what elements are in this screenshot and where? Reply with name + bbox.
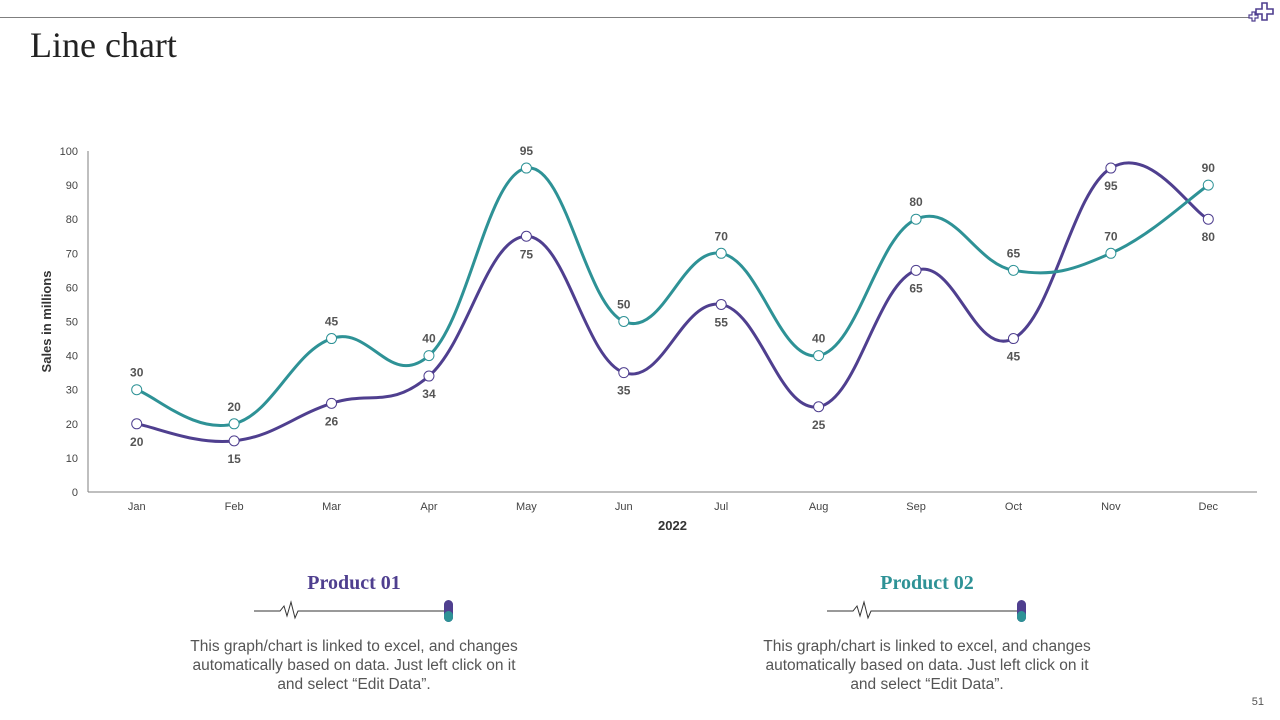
series-2-point: [1202, 179, 1214, 191]
series-1-data-label: 45: [1007, 350, 1021, 364]
y-tick-label: 40: [66, 351, 78, 363]
x-tick-label: Mar: [322, 501, 341, 513]
y-tick-label: 10: [66, 453, 78, 465]
x-tick-label: Jul: [714, 501, 728, 513]
series-2-data-label: 30: [130, 366, 144, 380]
series-2-data-label: 45: [325, 315, 339, 329]
series-2-point: [813, 350, 825, 362]
series-2-point: [1105, 247, 1117, 259]
series-1-data-label: 26: [325, 414, 339, 428]
product-01-description: This graph/chart is linked to excel, and…: [190, 638, 518, 693]
series-1-data-label: 20: [130, 435, 144, 449]
series-line-2: [136, 166, 1210, 427]
series-2-point: [715, 247, 727, 259]
x-tick-label: Oct: [1005, 501, 1022, 513]
y-tick-label: 80: [66, 214, 78, 226]
x-tick-label: May: [516, 501, 537, 513]
pulse-line-icon: [254, 600, 453, 622]
series-2-point: [520, 162, 532, 174]
series-1-data-label: 65: [909, 281, 923, 295]
series-1-point: [618, 367, 630, 379]
series-1-data-label: 80: [1202, 230, 1216, 244]
product-02-description: This graph/chart is linked to excel, and…: [763, 638, 1091, 693]
series-2-point: [423, 350, 435, 362]
series-1-data-label: 34: [422, 387, 436, 401]
y-tick-label: 20: [66, 419, 78, 431]
series-2-point: [228, 418, 240, 430]
x-tick-label: Aug: [809, 501, 829, 513]
y-tick-label: 0: [72, 487, 78, 499]
y-tick-label: 70: [66, 248, 78, 260]
product-02-name: Product 02: [880, 572, 974, 594]
pulse-line-icon: [827, 600, 1026, 622]
page-number: 51: [1251, 696, 1264, 708]
series-2-data-label: 40: [422, 332, 436, 346]
series-2-data-label: 80: [909, 195, 923, 209]
series-1-point: [520, 230, 532, 242]
y-axis-label: Sales in millions: [39, 271, 54, 373]
series-1-data-label: 55: [715, 315, 729, 329]
series-1-data-label: 35: [617, 384, 631, 398]
product-02-block: Product 02 This graph/chart is linked to…: [757, 572, 1097, 694]
x-axis-label: 2022: [658, 518, 687, 533]
series-2-data-label: 70: [1104, 229, 1118, 243]
plus-cross-icon: [1248, 2, 1274, 22]
series-2-point: [910, 213, 922, 225]
x-tick-label: Dec: [1199, 501, 1219, 513]
series-2-data-label: 95: [520, 144, 534, 158]
product-01-block: Product 01 This graph/chart is linked to…: [184, 572, 524, 694]
series-1-point: [1105, 162, 1117, 174]
series-2-data-label: 70: [715, 229, 729, 243]
series-1-point: [715, 298, 727, 310]
series-1-point: [131, 418, 143, 430]
x-tick-label: Jan: [128, 501, 146, 513]
series-1-point: [228, 435, 240, 447]
line-chart[interactable]: 0 10 20 30 40 50 60 70 80 90 100 Jan Feb Mar Apr May Jun…: [0, 0, 1280, 560]
series-1-point: [423, 370, 435, 382]
series-2-point: [1007, 264, 1019, 276]
series-1-point: [1202, 213, 1214, 225]
y-tick-label: 100: [60, 146, 78, 158]
series-1-point: [326, 397, 338, 409]
series-1-point: [1007, 333, 1019, 345]
slide-title: Line chart: [30, 25, 177, 65]
series-2-data-label: 65: [1007, 246, 1021, 260]
series-2-point: [326, 333, 338, 345]
x-tick-label: Nov: [1101, 501, 1121, 513]
x-tick-label: Jun: [615, 501, 633, 513]
series-1-data-label: 95: [1104, 179, 1118, 193]
series-line-1: [136, 161, 1210, 443]
y-tick-label: 60: [66, 282, 78, 294]
product-01-name: Product 01: [307, 572, 401, 594]
series-2-data-label: 40: [812, 332, 826, 346]
series-1-data-label: 25: [812, 418, 826, 432]
x-tick-label: Sep: [906, 501, 926, 513]
series-2-point: [618, 316, 630, 327]
series-2-data-label: 90: [1202, 161, 1216, 175]
series-1-data-label: 15: [227, 452, 241, 466]
series-1-point: [813, 401, 825, 413]
x-tick-label: Feb: [225, 501, 244, 513]
y-tick-label: 90: [66, 180, 78, 192]
header-rule: [0, 17, 1250, 18]
x-tick-label: Apr: [420, 501, 437, 513]
series-2-data-label: 50: [617, 298, 631, 312]
series-2-data-label: 20: [227, 400, 241, 414]
y-tick-label: 50: [66, 317, 78, 329]
series-1-data-label: 75: [520, 247, 534, 261]
series-2-point: [131, 384, 143, 396]
y-tick-label: 30: [66, 385, 78, 397]
series-1-point: [910, 264, 922, 276]
